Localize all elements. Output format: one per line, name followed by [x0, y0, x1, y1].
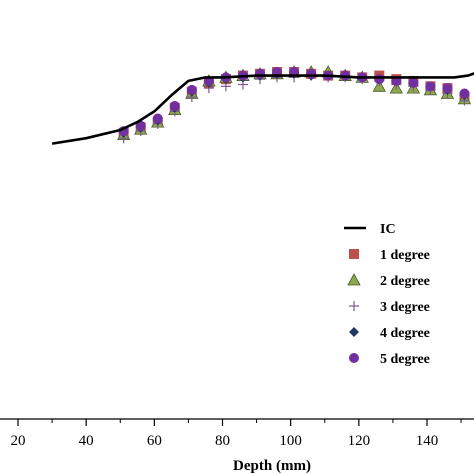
- legend-item: 4 degree: [349, 326, 430, 341]
- legend: IC 1 degree 2 degree 3 degree 4 degree 5 degr…: [344, 222, 430, 367]
- legend-label: IC: [380, 222, 396, 237]
- legend-label: 5 degree: [380, 352, 430, 367]
- plot-area: [51, 65, 474, 145]
- data-point: [408, 77, 419, 88]
- legend-marker: [349, 301, 359, 311]
- data-point: [425, 81, 436, 92]
- x-tick-label: 60: [147, 433, 162, 449]
- legend-marker: [349, 353, 359, 363]
- x-tick-label: 80: [215, 433, 230, 449]
- x-tick-label: 20: [11, 433, 26, 449]
- x-tick-label: 100: [279, 433, 302, 449]
- data-point: [254, 68, 265, 79]
- x-tick-label: 40: [79, 433, 94, 449]
- data-point: [306, 68, 317, 79]
- legend-item: 2 degree: [347, 273, 430, 289]
- data-point: [152, 113, 163, 124]
- data-point: [442, 83, 453, 94]
- x-tick-label: 140: [416, 433, 439, 449]
- x-axis-title: Depth (mm): [233, 458, 311, 474]
- series-line-IC: [51, 72, 474, 145]
- data-point: [459, 88, 470, 99]
- data-point: [186, 84, 197, 95]
- legend-item: 5 degree: [349, 352, 430, 367]
- data-point: [374, 74, 385, 85]
- legend-label: 3 degree: [380, 300, 430, 315]
- legend-item: IC: [344, 222, 396, 237]
- x-axis: 20 40 60 80 100 120 140: [0, 418, 474, 449]
- legend-label: 2 degree: [380, 274, 430, 289]
- legend-item: 1 degree: [349, 248, 430, 263]
- data-point: [135, 120, 146, 131]
- legend-marker: [347, 273, 361, 286]
- data-point: [169, 101, 180, 112]
- legend-label: 1 degree: [380, 248, 430, 263]
- legend-marker: [349, 249, 359, 259]
- legend-marker: [349, 327, 359, 337]
- x-tick-label: 120: [348, 433, 371, 449]
- legend-label: 4 degree: [380, 326, 430, 341]
- legend-item: 3 degree: [349, 300, 430, 315]
